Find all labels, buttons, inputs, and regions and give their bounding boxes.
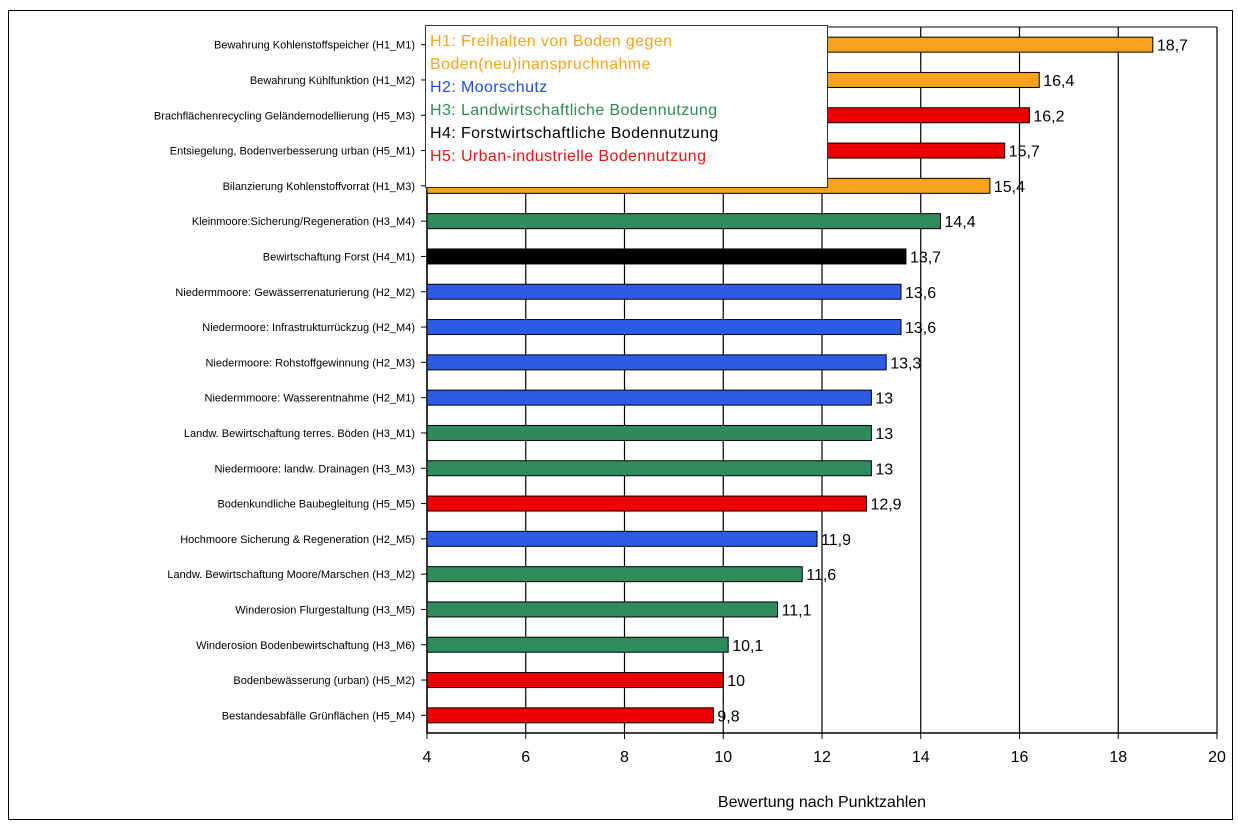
value-label: 13 xyxy=(875,391,893,408)
bar xyxy=(426,424,872,441)
bar xyxy=(426,283,902,300)
x-tick-label: 16 xyxy=(1011,749,1029,766)
value-label: 14,4 xyxy=(945,214,976,231)
legend-entry: H3: Landwirtschaftliche Bodennutzung xyxy=(430,102,718,119)
x-axis-title: Bewertung nach Punktzahlen xyxy=(718,794,926,811)
value-label: 13,3 xyxy=(890,355,921,372)
x-tick-label: 14 xyxy=(912,749,930,766)
category-label: Niedermmoore: Gewässerrenaturierung (H2_… xyxy=(175,287,415,299)
value-label: 18,7 xyxy=(1157,38,1188,55)
category-label: Niedermoore: Rohstoffgewinnung (H2_M3) xyxy=(205,357,415,369)
value-label: 13,6 xyxy=(905,320,936,337)
value-label: 9,8 xyxy=(717,708,739,725)
value-label: 13,6 xyxy=(905,285,936,302)
x-tick-label: 20 xyxy=(1208,749,1226,766)
category-label: Kleinmoore:Sicherung/Regeneration (H3_M4… xyxy=(192,216,415,228)
category-label: Landw. Bewirtschaftung terres. Böden (H3… xyxy=(184,428,415,440)
category-label: Bodenbewässerung (urban) (H5_M2) xyxy=(233,675,415,687)
x-tick-label: 10 xyxy=(714,749,732,766)
chart-legend: H1: Freihalten von Boden gegen Boden(neu… xyxy=(425,25,828,188)
category-label: Hochmoore Sicherung & Regeneration (H2_M… xyxy=(180,534,415,546)
bar xyxy=(426,601,779,618)
bar xyxy=(426,495,867,512)
value-label: 13,7 xyxy=(910,249,941,266)
value-label: 16,2 xyxy=(1033,108,1064,125)
category-label: Bodenkundliche Baubegleitung (H5_M5) xyxy=(217,499,415,511)
category-label: Brachflächenrecycling Geländemodellierun… xyxy=(154,110,415,122)
category-label: Landw. Bewirtschaftung Moore/Marschen (H… xyxy=(167,569,415,581)
bar xyxy=(426,460,872,477)
value-label: 16,4 xyxy=(1043,73,1074,90)
value-label: 11,1 xyxy=(782,602,812,619)
bar xyxy=(426,636,729,653)
x-tick-label: 4 xyxy=(423,749,432,766)
value-labels: 18,7 16,4 16,2 15,7 15,4 14,4 13,7 13,6 13,6 13,3… xyxy=(717,38,1188,726)
value-label: 10,1 xyxy=(732,638,763,655)
x-tick-labels: 4 6 8 10 12 14 16 18 20 xyxy=(423,733,1226,766)
value-label: 12,9 xyxy=(870,497,901,514)
category-label: Bewirtschaftung Forst (H4_M1) xyxy=(263,251,415,263)
legend-entry: H1: Freihalten von Boden gegen Boden(neu… xyxy=(430,33,673,73)
bar xyxy=(426,319,902,336)
category-label: Niedermmoore: Wasserentnahme (H2_M1) xyxy=(205,393,416,405)
bar xyxy=(426,530,818,547)
legend-entry: H2: Moorschutz xyxy=(430,79,548,96)
value-label: 13 xyxy=(875,426,893,443)
category-label: Bewahrung Kohlenstoffspeicher (H1_M1) xyxy=(214,40,415,52)
legend-entry: H5: Urban-industrielle Bodennutzung xyxy=(430,148,707,165)
category-label: Bestandesabfälle Grünflächen (H5_M4) xyxy=(222,710,415,722)
value-label: 15,4 xyxy=(994,179,1025,196)
bar xyxy=(426,672,724,689)
category-label: Winderosion Bodenbewirtschaftung (H3_M6) xyxy=(196,640,415,652)
bar xyxy=(426,566,803,583)
bar xyxy=(426,213,941,230)
bar xyxy=(426,389,872,406)
x-tick-label: 6 xyxy=(521,749,530,766)
bar xyxy=(426,707,714,724)
category-label: Bewahrung Kühlfunktion (H1_M2) xyxy=(250,75,415,87)
value-label: 10 xyxy=(727,673,745,690)
category-labels: Bewahrung Kohlenstoffspeicher (H1_M1) Bew… xyxy=(154,40,427,722)
bar xyxy=(426,248,907,265)
value-label: 13 xyxy=(875,461,893,478)
category-label: Niedermoore: Infrastrukturrückzug (H2_M4… xyxy=(202,322,415,334)
x-tick-label: 18 xyxy=(1109,749,1127,766)
category-label: Bilanzierung Kohlenstoffvorrat (H1_M3) xyxy=(223,181,415,193)
category-label: Winderosion Flurgestaltung (H3_M5) xyxy=(235,604,415,616)
value-label: 11,9 xyxy=(821,532,851,549)
bar xyxy=(426,354,887,371)
value-label: 15,7 xyxy=(1009,144,1040,161)
value-label: 11,6 xyxy=(806,567,836,584)
legend-entry: H4: Forstwirtschaftliche Bodennutzung xyxy=(430,125,719,142)
category-label: Niedermoore: landw. Drainagen (H3_M3) xyxy=(214,463,415,475)
x-tick-label: 8 xyxy=(620,749,629,766)
category-label: Entsiegelung, Bodenverbesserung urban (H… xyxy=(170,146,415,158)
x-tick-label: 12 xyxy=(813,749,831,766)
